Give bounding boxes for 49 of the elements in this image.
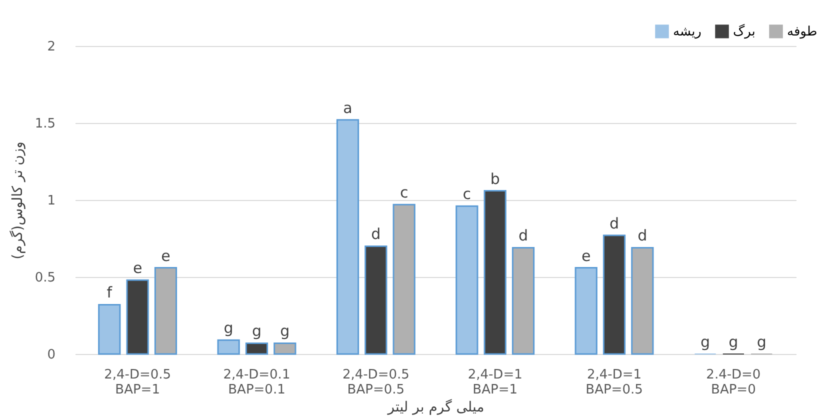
bar <box>217 339 240 355</box>
bar <box>245 342 268 355</box>
bar <box>336 119 360 355</box>
data-label: d <box>609 214 620 232</box>
bar <box>574 267 598 355</box>
x-tick-label: 2,4-D=1 BAP=0.5 <box>586 368 643 398</box>
bar <box>126 279 149 355</box>
data-label: f <box>106 284 113 302</box>
data-label: e <box>581 246 591 265</box>
bar <box>274 342 296 355</box>
x-tick-label: 2,4-D=0.5 BAP=0.5 <box>342 368 410 398</box>
data-label: b <box>490 170 500 188</box>
data-label: c <box>462 185 472 204</box>
legend-label: طوفه <box>787 24 818 40</box>
bar <box>631 246 654 355</box>
data-label: g <box>224 319 234 338</box>
bar <box>364 245 388 355</box>
data-label: d <box>638 226 648 245</box>
y-tick-label: 2 <box>47 40 56 54</box>
x-tick-label: 2,4-D=0.5 BAP=1 <box>104 368 172 398</box>
data-label: d <box>518 226 528 245</box>
x-tick-label: 2,4-D=0.1 BAP=0.1 <box>223 368 290 398</box>
y-tick-label: 0 <box>47 348 56 362</box>
data-label: e <box>132 259 142 278</box>
data-label: e <box>161 246 170 265</box>
bar <box>456 205 478 355</box>
y-tick-label: 1.5 <box>34 116 56 132</box>
y-tick-label: 0.5 <box>34 270 56 286</box>
legend-label: ریشه <box>673 24 702 40</box>
bar <box>154 267 178 355</box>
data-label: a <box>343 98 352 117</box>
bar <box>512 246 535 355</box>
y-axis-title: وزن تر کالوس(گرم) <box>8 142 26 260</box>
data-label: g <box>252 322 262 340</box>
bar <box>392 204 416 355</box>
bar <box>602 234 626 355</box>
x-axis-title: میلی گرم بر لیتر <box>386 398 484 416</box>
data-label: g <box>280 322 290 340</box>
bar <box>98 304 121 355</box>
x-tick-label: 2,4-D=1 BAP=1 <box>468 368 522 398</box>
x-tick-label: 2.4-D=0 BAP=0 <box>706 368 761 398</box>
data-label: c <box>400 184 408 202</box>
y-tick-label: 1 <box>47 194 56 208</box>
legend-label: برگ <box>733 23 756 40</box>
data-label: d <box>371 225 381 244</box>
data-label: g <box>700 333 710 351</box>
data-label: g <box>756 333 766 351</box>
data-label: g <box>728 333 738 351</box>
bar <box>484 190 506 355</box>
